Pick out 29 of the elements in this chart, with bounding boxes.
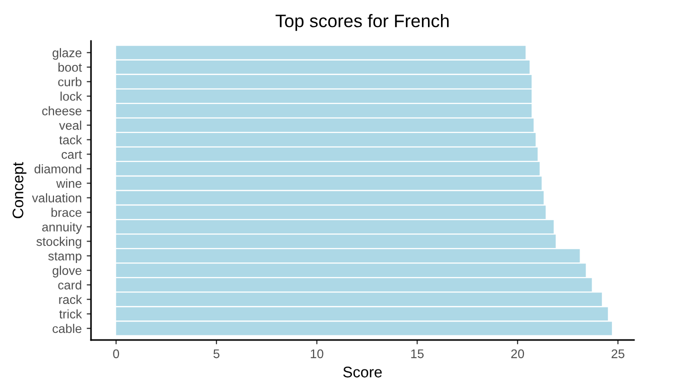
y-tick-label: cart xyxy=(62,150,82,159)
y-tick-label: brace xyxy=(52,208,82,217)
x-tick-label: 0 xyxy=(113,349,120,358)
y-tick-label: glaze xyxy=(52,48,82,60)
y-tick-label: stocking xyxy=(36,236,82,248)
x-tick-label: 10 xyxy=(310,349,324,358)
y-tick-label: valuation xyxy=(32,193,82,202)
chart-title: Top scores for French xyxy=(276,14,449,31)
y-tick-label: stamp xyxy=(48,252,82,263)
x-axis-title: Score xyxy=(343,366,382,378)
x-tick-label: 15 xyxy=(411,349,424,358)
y-tick-label: tack xyxy=(59,135,82,144)
x-tick-label: 20 xyxy=(511,349,524,358)
y-tick-label: diamond xyxy=(34,164,82,174)
y-tick-label: lock xyxy=(60,92,82,101)
y-tick-label: trick xyxy=(59,309,82,319)
y-tick-label: cheese xyxy=(42,106,82,116)
y-tick-label: annuity xyxy=(42,222,82,234)
y-tick-label: cable xyxy=(52,324,82,334)
y-tick-label: rack xyxy=(59,294,82,304)
y-tick-label: curb xyxy=(58,77,82,86)
x-tick-label: 25 xyxy=(612,349,624,358)
y-tick-label: wine xyxy=(56,178,82,188)
y-tick-label: veal xyxy=(59,120,82,130)
y-tick-label: card xyxy=(58,280,82,290)
y-tick-label: boot xyxy=(58,62,82,72)
y-tick-label: glove xyxy=(52,266,82,278)
x-tick-label: 5 xyxy=(213,349,220,358)
y-axis-title: Concept xyxy=(12,162,26,218)
